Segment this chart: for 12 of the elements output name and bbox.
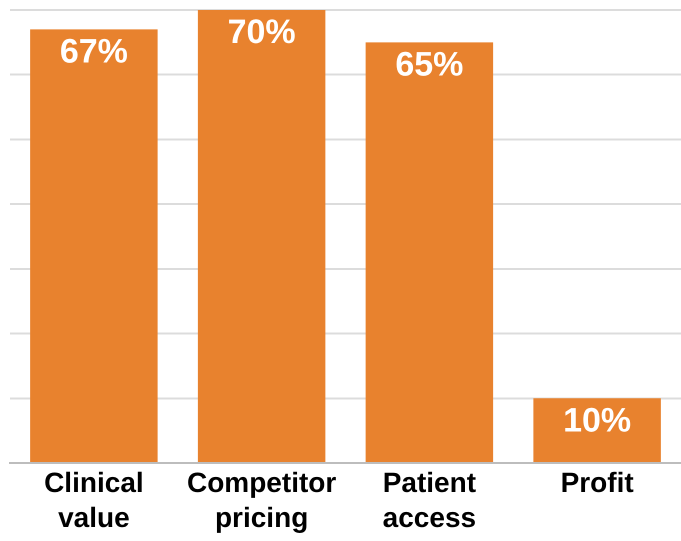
- bar: [30, 29, 158, 462]
- bar: [533, 398, 661, 462]
- data-label: 70%: [228, 13, 296, 51]
- bar: [366, 42, 494, 462]
- data-label: 10%: [563, 401, 632, 440]
- x-tick-label: Competitor pricing: [186, 467, 336, 534]
- bar: [198, 10, 326, 462]
- data-label: 67%: [60, 32, 128, 70]
- x-tick-label: Clinical value: [44, 467, 144, 534]
- x-tick-label: Profit: [560, 467, 634, 498]
- data-label: 65%: [395, 45, 464, 84]
- x-tick-label: Patient access: [382, 467, 476, 534]
